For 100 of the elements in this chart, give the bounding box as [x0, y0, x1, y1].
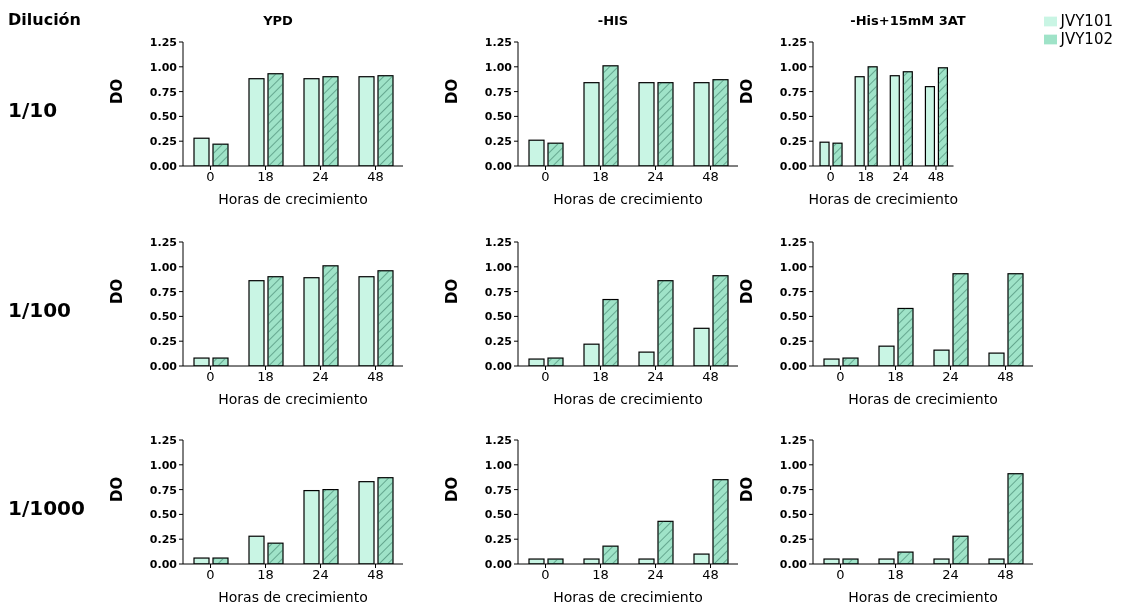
- x-tick-label: 24: [942, 567, 959, 583]
- x-tick-label: 24: [312, 567, 329, 583]
- x-tick-label: 18: [257, 567, 274, 583]
- x-tick-label: 0: [206, 169, 215, 185]
- y-tick-label: 0.00: [779, 557, 808, 571]
- y-tick-label: 1.00: [779, 60, 808, 74]
- y-tick-label: 1.00: [149, 458, 178, 472]
- legend-label: JVY102: [1060, 30, 1113, 48]
- y-tick-label: 0.75: [779, 483, 807, 497]
- x-axis-title: Horas de crecimiento: [848, 589, 998, 605]
- x-tick-label: 18: [592, 169, 609, 185]
- chart-title: -His+15mM 3AT: [849, 12, 967, 30]
- x-tick-label: 48: [702, 169, 719, 185]
- y-axis-title: DO: [108, 278, 127, 304]
- y-tick-label: 1.25: [779, 235, 807, 249]
- y-tick-label: 0.75: [149, 483, 177, 497]
- y-tick-label: 0.50: [779, 508, 808, 522]
- x-tick-label: 18: [257, 369, 274, 385]
- x-tick-label: 48: [997, 567, 1014, 583]
- y-axis-title: DO: [108, 78, 127, 104]
- y-axis-title: DO: [443, 78, 462, 104]
- chart-title: YPD: [262, 12, 294, 30]
- y-tick-label: 0.50: [484, 508, 513, 522]
- y-tick-label: 0.00: [779, 159, 808, 173]
- text: 1/100: [8, 298, 72, 322]
- x-tick-label: 18: [592, 567, 609, 583]
- x-axis-title: Horas de crecimiento: [848, 391, 998, 407]
- y-tick-label: 1.00: [484, 458, 513, 472]
- x-tick-label: 18: [592, 369, 609, 385]
- x-tick-label: 24: [942, 369, 959, 385]
- x-tick-label: 24: [312, 369, 329, 385]
- y-tick-label: 0.00: [779, 359, 808, 373]
- y-tick-label: 1.00: [484, 260, 513, 274]
- y-tick-label: 0.25: [779, 335, 807, 349]
- y-tick-label: 0.75: [149, 285, 177, 299]
- y-tick-label: 1.25: [149, 235, 177, 249]
- legend-label: JVY101: [1060, 12, 1113, 30]
- x-tick-label: 0: [541, 169, 550, 185]
- text: 1/1000: [8, 496, 86, 520]
- y-tick-label: 0.75: [484, 85, 512, 99]
- y-tick-label: 0.00: [149, 359, 178, 373]
- x-tick-label: 18: [857, 169, 874, 185]
- y-tick-label: 1.25: [484, 35, 512, 49]
- y-tick-label: 0.75: [484, 483, 512, 497]
- x-tick-label: 18: [257, 169, 274, 185]
- x-tick-label: 48: [702, 567, 719, 583]
- y-tick-label: 1.25: [779, 433, 807, 447]
- y-tick-label: 0.00: [484, 359, 513, 373]
- x-tick-label: 18: [887, 567, 904, 583]
- y-tick-label: 0.00: [484, 557, 513, 571]
- y-tick-label: 0.00: [149, 159, 178, 173]
- y-tick-label: 0.75: [779, 285, 807, 299]
- x-axis-title: Horas de crecimiento: [808, 191, 959, 207]
- y-axis-title: DO: [738, 78, 757, 104]
- x-tick-label: 0: [206, 369, 215, 385]
- x-tick-label: 0: [836, 369, 845, 385]
- x-tick-label: 24: [647, 369, 664, 385]
- y-tick-label: 0.25: [779, 135, 807, 149]
- x-tick-label: 24: [647, 567, 664, 583]
- x-tick-label: 0: [541, 567, 550, 583]
- x-axis-title: Horas de crecimiento: [553, 191, 703, 207]
- x-tick-label: 24: [647, 169, 664, 185]
- y-axis-title: DO: [443, 278, 462, 304]
- y-tick-label: 0.50: [484, 110, 513, 124]
- y-tick-label: 0.00: [149, 557, 178, 571]
- y-tick-label: 1.00: [779, 260, 808, 274]
- x-axis-title: Horas de crecimiento: [553, 589, 703, 605]
- x-tick-label: 0: [826, 169, 835, 185]
- y-axis-title: DO: [108, 476, 127, 502]
- y-tick-label: 1.25: [484, 235, 512, 249]
- y-tick-label: 0.50: [779, 310, 808, 324]
- x-tick-label: 18: [887, 369, 904, 385]
- y-axis-title: DO: [738, 278, 757, 304]
- y-tick-label: 0.25: [149, 135, 177, 149]
- y-tick-label: 0.50: [484, 310, 513, 324]
- x-tick-label: 24: [312, 169, 329, 185]
- y-tick-label: 1.25: [149, 35, 177, 49]
- x-tick-label: 0: [836, 567, 845, 583]
- x-tick-label: 48: [367, 369, 384, 385]
- y-tick-label: 0.25: [484, 135, 512, 149]
- text: 1/10: [8, 98, 59, 122]
- text: Dilución: [8, 10, 82, 29]
- y-tick-label: 1.25: [484, 433, 512, 447]
- y-tick-label: 0.75: [484, 285, 512, 299]
- x-tick-label: 24: [892, 169, 910, 185]
- x-tick-label: 48: [367, 169, 384, 185]
- y-tick-label: 1.00: [779, 458, 808, 472]
- x-tick-label: 48: [927, 169, 945, 185]
- y-tick-label: 1.00: [484, 60, 513, 74]
- y-tick-label: 0.25: [149, 335, 177, 349]
- y-tick-label: 0.75: [149, 85, 177, 99]
- x-tick-label: 48: [702, 369, 719, 385]
- y-tick-label: 0.50: [149, 110, 178, 124]
- x-tick-label: 0: [541, 369, 550, 385]
- x-tick-label: 48: [367, 567, 384, 583]
- y-tick-label: 1.25: [779, 35, 807, 49]
- chart-title: -HIS: [596, 12, 630, 30]
- y-axis-title: DO: [738, 476, 757, 502]
- y-tick-label: 1.00: [149, 260, 178, 274]
- y-tick-label: 0.50: [149, 508, 178, 522]
